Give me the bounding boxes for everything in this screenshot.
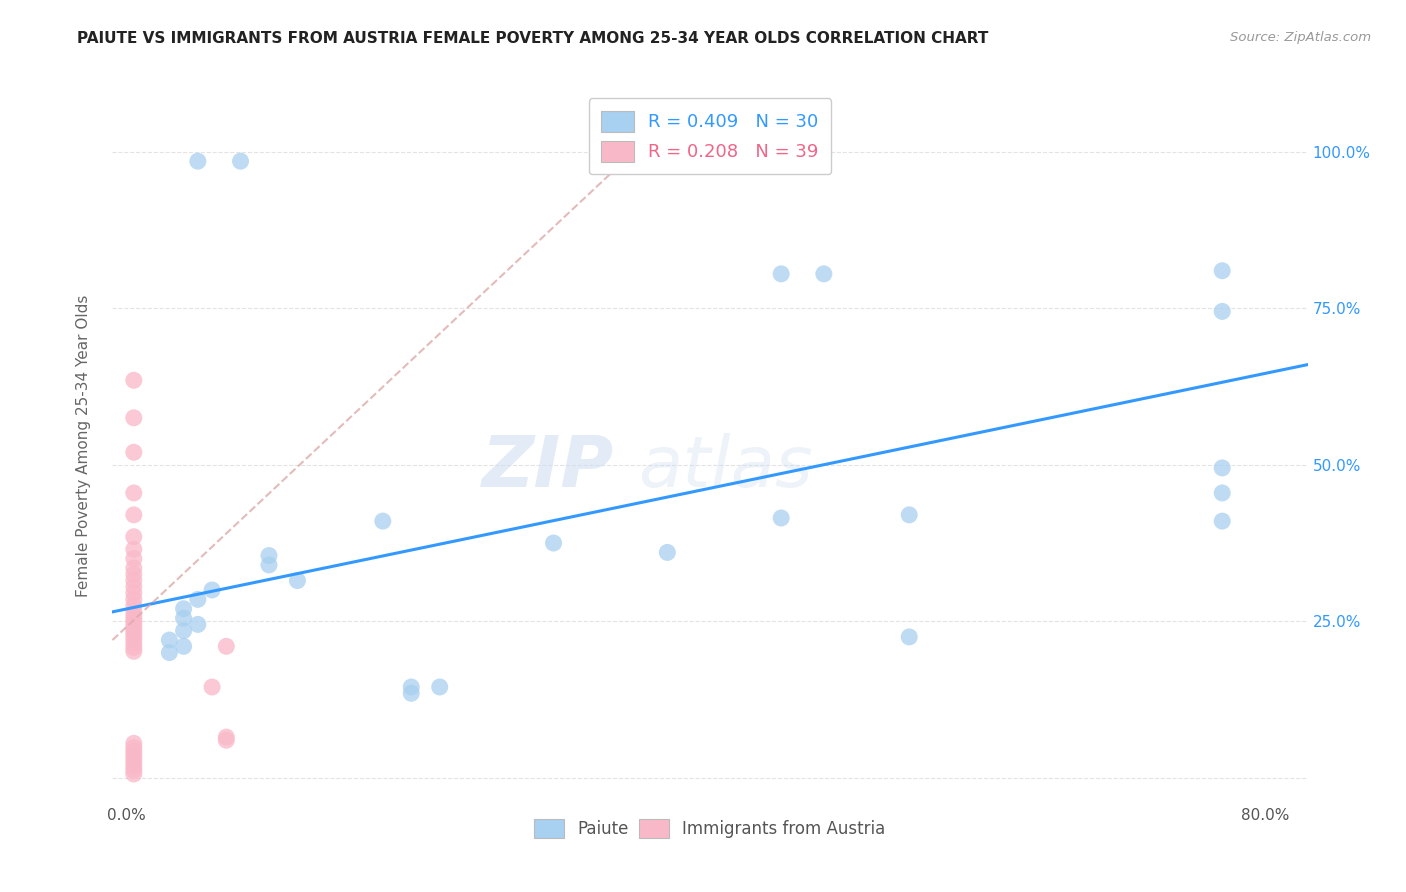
- Point: [173, 611, 195, 625]
- Point: [122, 644, 145, 658]
- Point: [770, 511, 793, 525]
- Point: [122, 508, 145, 522]
- Point: [122, 561, 145, 575]
- Point: [122, 599, 145, 613]
- Point: [1211, 461, 1233, 475]
- Point: [257, 549, 280, 563]
- Legend: Paiute, Immigrants from Austria: Paiute, Immigrants from Austria: [527, 812, 893, 845]
- Point: [257, 558, 280, 572]
- Point: [122, 609, 145, 624]
- Point: [122, 621, 145, 635]
- Point: [122, 616, 145, 631]
- Point: [371, 514, 394, 528]
- Point: [187, 617, 209, 632]
- Point: [215, 733, 238, 747]
- Point: [122, 624, 145, 639]
- Point: [122, 756, 145, 770]
- Point: [122, 410, 145, 425]
- Point: [122, 613, 145, 627]
- Point: [122, 445, 145, 459]
- Point: [401, 686, 423, 700]
- Text: Source: ZipAtlas.com: Source: ZipAtlas.com: [1230, 31, 1371, 45]
- Point: [122, 764, 145, 778]
- Point: [122, 752, 145, 766]
- Point: [122, 551, 145, 566]
- Point: [122, 748, 145, 763]
- Point: [122, 632, 145, 646]
- Point: [229, 154, 252, 169]
- Point: [173, 640, 195, 654]
- Point: [1211, 264, 1233, 278]
- Point: [122, 580, 145, 594]
- Point: [122, 628, 145, 642]
- Point: [122, 636, 145, 650]
- Point: [122, 605, 145, 619]
- Point: [122, 586, 145, 600]
- Point: [157, 646, 180, 660]
- Point: [173, 601, 195, 615]
- Point: [122, 542, 145, 557]
- Point: [898, 508, 921, 522]
- Point: [187, 154, 209, 169]
- Point: [122, 592, 145, 607]
- Point: [1211, 514, 1233, 528]
- Point: [770, 267, 793, 281]
- Point: [122, 530, 145, 544]
- Point: [201, 582, 224, 597]
- Point: [122, 486, 145, 500]
- Point: [122, 744, 145, 758]
- Point: [122, 373, 145, 387]
- Text: ZIP: ZIP: [482, 433, 614, 502]
- Point: [173, 624, 195, 638]
- Point: [898, 630, 921, 644]
- Point: [429, 680, 451, 694]
- Point: [122, 759, 145, 773]
- Point: [122, 574, 145, 588]
- Point: [122, 767, 145, 781]
- Text: atlas: atlas: [638, 433, 813, 502]
- Point: [122, 567, 145, 582]
- Point: [813, 267, 835, 281]
- Point: [201, 680, 224, 694]
- Point: [543, 536, 565, 550]
- Point: [122, 740, 145, 755]
- Y-axis label: Female Poverty Among 25-34 Year Olds: Female Poverty Among 25-34 Year Olds: [76, 295, 91, 597]
- Point: [187, 592, 209, 607]
- Point: [122, 736, 145, 750]
- Point: [122, 640, 145, 655]
- Text: PAIUTE VS IMMIGRANTS FROM AUSTRIA FEMALE POVERTY AMONG 25-34 YEAR OLDS CORRELATI: PAIUTE VS IMMIGRANTS FROM AUSTRIA FEMALE…: [77, 31, 988, 46]
- Point: [1211, 304, 1233, 318]
- Point: [157, 633, 180, 648]
- Point: [401, 680, 423, 694]
- Point: [657, 545, 679, 559]
- Point: [1211, 486, 1233, 500]
- Point: [287, 574, 309, 588]
- Point: [215, 640, 238, 654]
- Point: [215, 730, 238, 744]
